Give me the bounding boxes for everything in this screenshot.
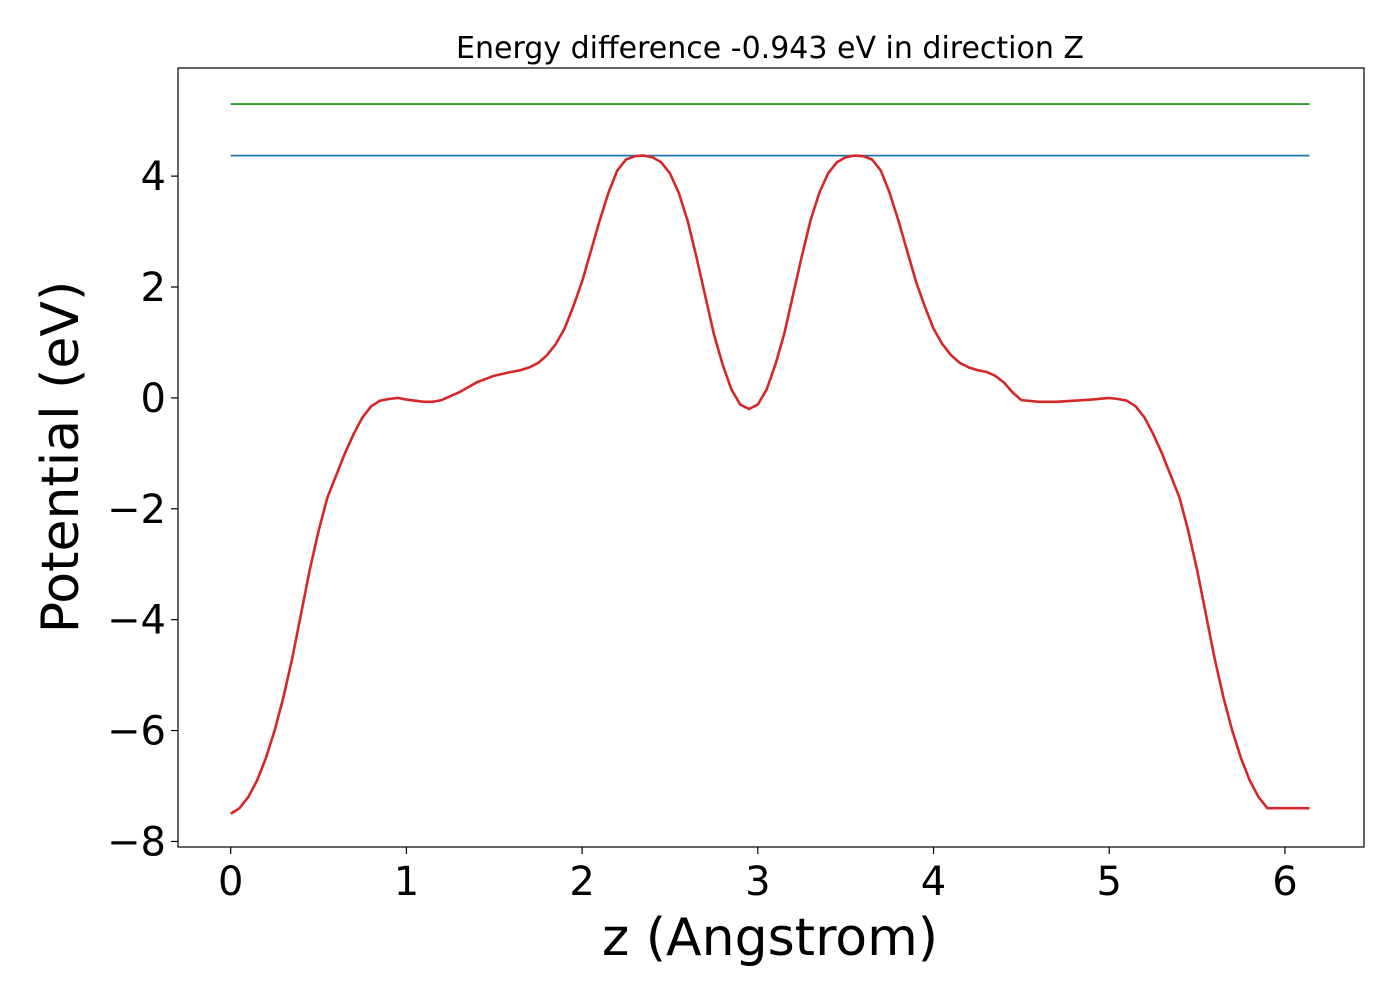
y-tick-label: 0 [141, 376, 166, 422]
y-tick-label: −8 [107, 819, 166, 865]
x-axis-label: z (Angstrom) [602, 908, 938, 968]
chart-title: Energy difference -0.943 eV in direction… [456, 31, 1084, 66]
y-tick-label: −2 [107, 487, 166, 533]
series-layer [230, 103, 1310, 815]
x-tick-label: 2 [569, 859, 594, 905]
y-axis-ticks: −8 −6 −4 −2 0 2 4 [107, 154, 178, 865]
x-tick-label: 0 [218, 859, 243, 905]
axes-frame [177, 67, 1365, 848]
x-tick-label: 1 [394, 859, 419, 905]
x-tick-label: 6 [1272, 859, 1297, 905]
x-axis-ticks: 0 1 2 3 4 5 6 [218, 847, 1298, 905]
y-tick-label: −6 [107, 709, 166, 755]
x-tick-label: 4 [921, 859, 946, 905]
series-line-2 [230, 154, 1310, 815]
y-tick-label: 4 [141, 154, 166, 200]
y-axis-label: Potential (eV) [31, 281, 91, 633]
y-tick-label: −4 [107, 598, 166, 644]
y-tick-label: 2 [141, 265, 166, 311]
x-tick-label: 5 [1097, 859, 1122, 905]
x-tick-label: 3 [745, 859, 770, 905]
